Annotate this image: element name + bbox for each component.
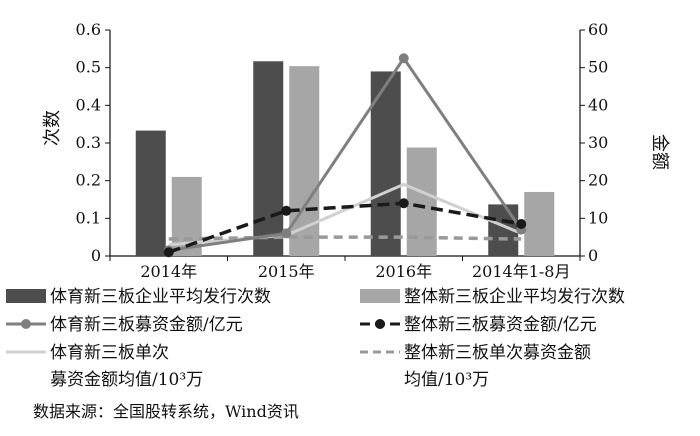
line-point xyxy=(163,247,174,258)
y-tick-label: 0.3 xyxy=(76,133,101,152)
y-tick-label: 0.6 xyxy=(76,20,101,39)
x-tick-label: 2014年1-8月 xyxy=(472,262,571,281)
series-line xyxy=(168,182,522,247)
legend-label: 整体新三板募资金额/亿元 xyxy=(404,315,597,335)
x-tick-label: 2015年 xyxy=(258,262,315,281)
y-tick-label: 0.5 xyxy=(76,58,101,77)
axes: 0 0.1 0.2 0.3 0.4 0.5 0.6 0 10 20 30 40 50 60 2014年 201… xyxy=(76,20,609,281)
legend-label: 体育新三板单次 xyxy=(50,343,169,363)
y2-tick-label: 30 xyxy=(588,133,608,152)
y2-tick-label: 40 xyxy=(588,95,608,114)
legend-label: 整体新三板企业平均发行次数 xyxy=(404,287,625,307)
legend-label: 募资金额均值/10³万 xyxy=(50,370,203,390)
x-tick-label: 2014年 xyxy=(140,262,197,281)
line-point xyxy=(398,53,409,64)
y-tick-label: 0.1 xyxy=(76,208,101,227)
lines xyxy=(163,53,527,258)
series-line xyxy=(168,201,522,254)
y-axis-title: 次数 xyxy=(42,110,63,146)
legend-label: 整体新三板单次募资金额 xyxy=(404,343,591,363)
y-tick-label: 0.2 xyxy=(76,171,101,190)
legend-label: 均值/10³万 xyxy=(404,370,489,390)
legend-label: 体育新三板募资金额/亿元 xyxy=(50,315,243,335)
line-point xyxy=(281,205,292,216)
x-tick-label: 2016年 xyxy=(375,262,432,281)
line-point xyxy=(281,228,292,239)
bar xyxy=(524,191,555,256)
y2-tick-label: 0 xyxy=(588,246,598,265)
bar xyxy=(253,61,284,256)
y-tick-label: 0 xyxy=(91,246,101,265)
legend-swatch xyxy=(360,289,400,303)
y2-tick-label: 50 xyxy=(588,58,608,77)
series-line xyxy=(168,235,522,241)
legend-marker xyxy=(375,319,385,329)
y2-tick-label: 10 xyxy=(588,208,608,227)
legend-label: 体育新三板企业平均发行次数 xyxy=(50,287,271,307)
bar xyxy=(135,130,166,256)
source-note: 数据来源：全国股转系统，Wind资讯 xyxy=(33,402,299,421)
line-point xyxy=(398,198,409,209)
legend-swatch xyxy=(6,289,46,303)
y2-tick-label: 60 xyxy=(588,20,608,39)
y-tick-label: 0.4 xyxy=(76,95,101,114)
y2-axis-title: 金额 xyxy=(649,134,670,170)
bar xyxy=(406,147,437,256)
bars xyxy=(135,61,555,256)
line-point xyxy=(516,218,527,229)
legend-marker xyxy=(21,319,31,329)
y2-tick-label: 20 xyxy=(588,171,608,190)
series-line xyxy=(168,55,523,252)
